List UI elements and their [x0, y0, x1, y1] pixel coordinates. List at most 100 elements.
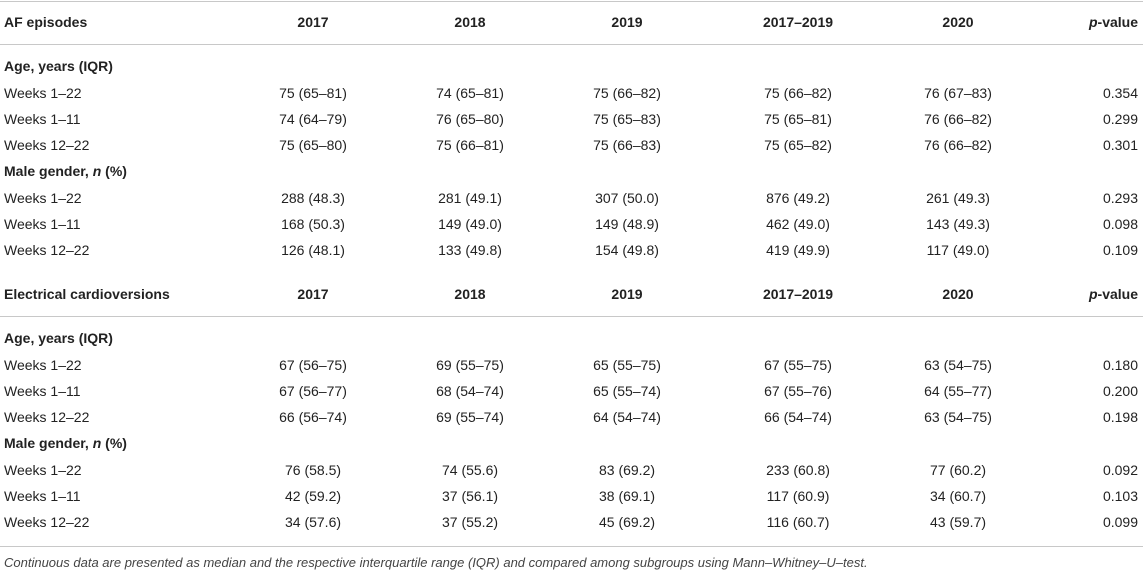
text-part: Male gender, [4, 163, 93, 179]
text-part: p [1088, 14, 1098, 30]
row-label: Weeks 12–22 [4, 409, 90, 425]
p-value: 0.099 [1102, 514, 1138, 530]
p-value: 0.092 [1102, 462, 1138, 478]
cell: 126 (48.1) [281, 242, 345, 258]
p-value: 0.198 [1102, 409, 1138, 425]
cell: 75 (65–81) [764, 111, 832, 127]
cell: 76 (67–83) [924, 85, 992, 101]
text-part: p [1088, 286, 1098, 302]
cell: 74 (65–81) [436, 85, 504, 101]
cell: 75 (65–82) [764, 137, 832, 153]
row-label: Weeks 12–22 [4, 137, 90, 153]
cell: 66 (54–74) [764, 409, 832, 425]
cell: 64 (54–74) [593, 409, 661, 425]
cell: 37 (56.1) [441, 488, 499, 504]
p-value: 0.109 [1102, 242, 1138, 258]
group-label: Age, years (IQR) [4, 329, 113, 347]
group-label: Male gender, n (%) [4, 162, 127, 180]
column-header: 2017–2019 [762, 286, 834, 302]
cell: 876 (49.2) [766, 190, 830, 206]
p-value: 0.354 [1102, 85, 1138, 101]
cell: 75 (66–83) [593, 137, 661, 153]
row-label: Weeks 1–22 [4, 462, 82, 478]
cell: 75 (66–82) [593, 85, 661, 101]
column-header: 2020 [942, 286, 974, 302]
text-part: Age, years (IQR) [4, 58, 113, 74]
column-header: 2019 [611, 14, 643, 30]
cell: 74 (55.6) [441, 462, 499, 478]
cell: 233 (60.8) [766, 462, 830, 478]
cell: 75 (66–82) [764, 85, 832, 101]
column-header: 2017 [297, 14, 329, 30]
text-part: Age, years (IQR) [4, 330, 113, 346]
rule [0, 316, 1143, 317]
row-label: Weeks 1–11 [4, 216, 81, 232]
cell: 75 (65–81) [279, 85, 347, 101]
cell: 69 (55–75) [436, 357, 504, 373]
cell: 133 (49.8) [438, 242, 502, 258]
text-part: -value [1097, 286, 1138, 302]
row-label: Weeks 12–22 [4, 514, 90, 530]
cell: 149 (48.9) [595, 216, 659, 232]
column-header: Electrical cardioversions [4, 286, 170, 302]
column-header: 2018 [454, 14, 486, 30]
rule [0, 44, 1143, 45]
cell: 38 (69.1) [598, 488, 656, 504]
row-label: Weeks 1–22 [4, 357, 82, 373]
p-value: 0.180 [1102, 357, 1138, 373]
group-label: Male gender, n (%) [4, 434, 127, 452]
cell: 117 (60.9) [766, 488, 830, 504]
cell: 281 (49.1) [438, 190, 502, 206]
cell: 75 (65–80) [279, 137, 347, 153]
cell: 67 (55–76) [764, 383, 832, 399]
cell: 74 (64–79) [279, 111, 347, 127]
cell: 143 (49.3) [926, 216, 990, 232]
cell: 64 (55–77) [924, 383, 992, 399]
cell: 168 (50.3) [281, 216, 345, 232]
group-label: Age, years (IQR) [4, 57, 113, 75]
cell: 116 (60.7) [766, 514, 830, 530]
cell: 66 (56–74) [279, 409, 347, 425]
row-label: Weeks 1–22 [4, 190, 82, 206]
column-header: 2017–2019 [762, 14, 834, 30]
cell: 117 (49.0) [926, 242, 990, 258]
cell: 288 (48.3) [281, 190, 345, 206]
cell: 83 (69.2) [598, 462, 656, 478]
cell: 76 (65–80) [436, 111, 504, 127]
cell: 75 (66–81) [436, 137, 504, 153]
cell: 43 (59.7) [929, 514, 987, 530]
text-part: n [92, 163, 102, 179]
column-header: 2017 [297, 286, 329, 302]
cell: 419 (49.9) [766, 242, 830, 258]
column-header: 2020 [942, 14, 974, 30]
cell: 68 (54–74) [436, 383, 504, 399]
cell: 154 (49.8) [595, 242, 659, 258]
cell: 65 (55–75) [593, 357, 661, 373]
cell: 34 (57.6) [284, 514, 342, 530]
cell: 76 (66–82) [924, 111, 992, 127]
p-value: 0.103 [1102, 488, 1138, 504]
cell: 75 (65–83) [593, 111, 661, 127]
cell: 67 (56–77) [279, 383, 347, 399]
row-label: Weeks 1–11 [4, 488, 81, 504]
cell: 63 (54–75) [924, 357, 992, 373]
rule [0, 546, 1143, 547]
cell: 76 (66–82) [924, 137, 992, 153]
footnote: Continuous data are presented as median … [4, 555, 868, 570]
cell: 261 (49.3) [926, 190, 990, 206]
text-part: Male gender, [4, 435, 93, 451]
cell: 77 (60.2) [929, 462, 987, 478]
column-header: 2018 [454, 286, 486, 302]
cell: 149 (49.0) [438, 216, 502, 232]
cell: 462 (49.0) [766, 216, 830, 232]
p-value: 0.200 [1102, 383, 1138, 399]
row-label: Weeks 1–11 [4, 383, 81, 399]
cell: 34 (60.7) [929, 488, 987, 504]
cell: 65 (55–74) [593, 383, 661, 399]
p-value: 0.293 [1102, 190, 1138, 206]
row-label: Weeks 1–11 [4, 111, 81, 127]
cell: 37 (55.2) [441, 514, 499, 530]
column-header: 2019 [611, 286, 643, 302]
cell: 45 (69.2) [598, 514, 656, 530]
cell: 307 (50.0) [595, 190, 659, 206]
